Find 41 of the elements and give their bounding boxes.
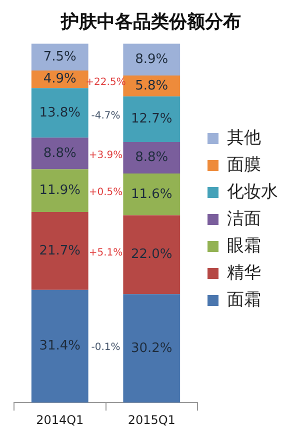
bar <box>31 169 88 212</box>
legend-label: 面膜 <box>227 154 261 175</box>
bar <box>123 174 180 216</box>
data-label: 8.9% <box>135 52 168 67</box>
bar <box>31 212 88 290</box>
annotation: -4.7% <box>91 110 120 122</box>
bar <box>123 215 180 294</box>
data-label: 21.7% <box>39 243 81 258</box>
legend-label: 化妆水 <box>227 182 278 202</box>
bar <box>31 290 88 403</box>
legend-label: 眼霜 <box>227 236 261 256</box>
data-label: 4.9% <box>43 72 76 87</box>
annotation: +0.5% <box>88 187 123 198</box>
legend-label: 精华 <box>227 262 261 283</box>
bar <box>123 142 180 174</box>
bar <box>31 44 88 71</box>
data-label: 8.8% <box>43 146 76 161</box>
annotation: +5.1% <box>88 247 123 258</box>
data-label: 7.5% <box>43 49 76 64</box>
data-label: 5.8% <box>135 78 168 94</box>
data-label: 31.4% <box>39 338 81 354</box>
legend-label: 面霜 <box>227 290 261 310</box>
data-label: 13.8% <box>39 105 81 120</box>
legend-label: 洁面 <box>227 208 261 229</box>
bar <box>123 294 180 403</box>
data-label: 11.6% <box>130 186 172 202</box>
annotation: -0.1% <box>91 342 120 353</box>
data-label: 8.8% <box>135 150 168 166</box>
x-tick-label: 2015Q1 <box>128 412 176 427</box>
data-label: 22.0% <box>130 247 172 262</box>
x-tick-label: 2014Q1 <box>36 412 84 427</box>
bar <box>123 44 180 76</box>
data-label: 12.7% <box>130 112 172 127</box>
bar <box>31 88 88 138</box>
chart-title: 护肤中各品类份额分布 <box>60 11 241 32</box>
annotation: +3.9% <box>88 150 123 162</box>
data-label: 30.2% <box>130 340 172 356</box>
bar <box>123 96 180 142</box>
bar <box>31 138 88 170</box>
data-label: 11.9% <box>39 182 81 198</box>
legend-label: 其他 <box>227 128 261 148</box>
